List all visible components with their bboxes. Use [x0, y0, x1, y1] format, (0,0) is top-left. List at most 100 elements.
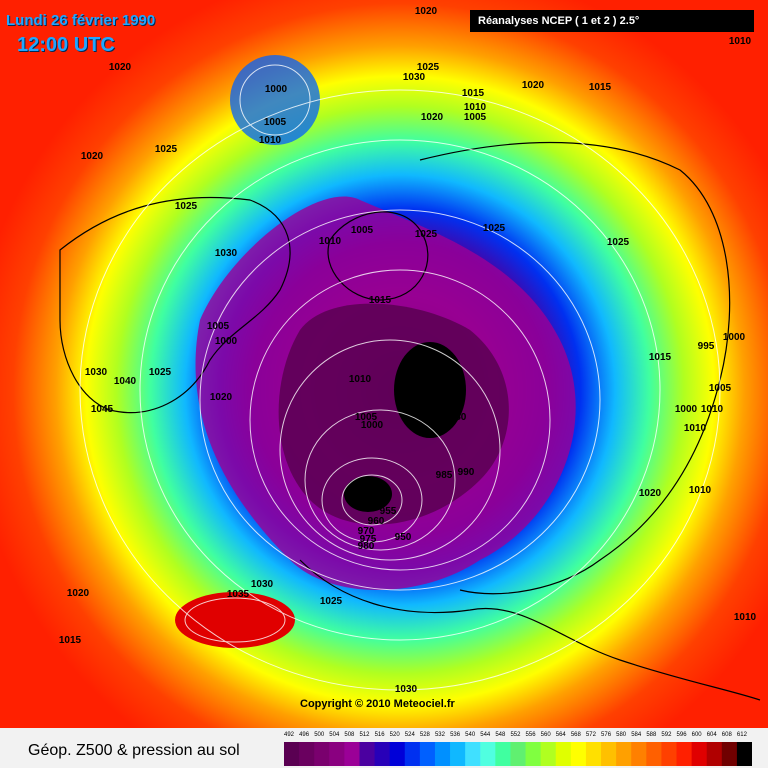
scale-label: 512 — [359, 732, 370, 738]
scale-label: 492 — [284, 732, 295, 738]
isobar-contours — [79, 64, 721, 691]
isobar-label: 985 — [436, 470, 453, 481]
scale-label: 528 — [419, 732, 430, 738]
map-time: 12:00 UTC — [17, 34, 115, 56]
scale-label: 504 — [329, 732, 340, 738]
scale-label: 584 — [631, 732, 642, 738]
scale-label: 516 — [374, 732, 385, 738]
scale-swatch — [329, 742, 345, 766]
scale-label: 544 — [480, 732, 491, 738]
isobar-label: 1010 — [319, 236, 342, 247]
scale-swatch — [646, 742, 662, 766]
scale-label: 576 — [601, 732, 612, 738]
isobar-label: 1010 — [349, 374, 372, 385]
isobar-label: 1005 — [709, 383, 732, 394]
scale-label: 600 — [691, 732, 702, 738]
scale-swatch — [404, 742, 421, 766]
isobar-labels: 1020 1010 1020 1030 1025 1020 1015 1000 1015 1010… — [59, 6, 757, 695]
scale-swatch — [601, 742, 617, 766]
z500-black-core-2 — [344, 476, 392, 512]
isobar-label: 1030 — [251, 579, 274, 590]
isobar-label: 1020 — [639, 488, 662, 499]
isobar-label: 1020 — [67, 588, 90, 599]
scale-label: 572 — [585, 732, 596, 738]
isobar-label: 1015 — [589, 82, 612, 93]
scale-label: 592 — [661, 732, 672, 738]
scale-swatch — [344, 742, 360, 766]
isobar-label: 1020 — [81, 151, 104, 162]
isobar-label: 1020 — [210, 392, 233, 403]
scale-label: 548 — [495, 732, 506, 738]
isobar-label: 1020 — [421, 112, 444, 123]
isobar-label: 1035 — [227, 589, 250, 600]
isobar-label: 1010 — [734, 612, 757, 623]
color-scale-labels: 492 496 500 504 508 512 516 520 524 528 532 536 540 5… — [284, 732, 752, 742]
isobar-label: 1030 — [85, 367, 108, 378]
isobar-label: 1030 — [395, 684, 418, 695]
scale-swatch — [419, 742, 436, 766]
isobar-label: 955 — [380, 506, 397, 517]
scale-swatch — [555, 742, 572, 766]
scale-label: 568 — [570, 732, 581, 738]
scale-swatch — [299, 742, 315, 766]
scale-label: 536 — [450, 732, 461, 738]
isobar-label: 1025 — [155, 144, 178, 155]
scale-label: 524 — [404, 732, 415, 738]
isobar-label: 1005 — [207, 321, 230, 332]
scale-swatch — [434, 742, 451, 766]
scale-label: 588 — [646, 732, 657, 738]
scale-swatch — [525, 742, 542, 766]
scale-swatch — [585, 742, 602, 766]
isobar-label: 1025 — [415, 229, 438, 240]
scale-label: 608 — [721, 732, 732, 738]
scale-swatch — [540, 742, 557, 766]
scale-label: 560 — [540, 732, 551, 738]
isobar-label: 1000 — [675, 404, 698, 415]
scale-label: 552 — [510, 732, 521, 738]
scale-label: 604 — [706, 732, 717, 738]
alaska-trough — [230, 55, 320, 145]
scale-swatch — [676, 742, 693, 766]
atlantic-high — [175, 592, 295, 648]
isobar-label: 1010 — [701, 404, 724, 415]
scale-label: 596 — [676, 732, 687, 738]
isobar-label: 1025 — [320, 596, 343, 607]
isobar-label: 1015 — [369, 295, 392, 306]
isobar-label: 950 — [365, 480, 382, 491]
isobar-label: 1000 — [265, 84, 288, 95]
isobar-label: 1005 — [264, 117, 287, 128]
scale-swatch — [616, 742, 632, 766]
data-source-banner: Réanalyses NCEP ( 1 et 2 ) 2.5° — [470, 10, 754, 32]
scale-swatch — [389, 742, 406, 766]
isobar-label: 1005 — [351, 225, 374, 236]
scale-swatch — [314, 742, 330, 766]
isobar-label: 950 — [395, 532, 412, 543]
scale-swatch — [495, 742, 511, 766]
color-scale — [284, 742, 752, 766]
scale-label: 580 — [616, 732, 627, 738]
isobar-label: 1020 — [522, 80, 545, 91]
isobar-label: 1010 — [259, 135, 282, 146]
isobar-label: 1015 — [649, 352, 672, 363]
isobar-label: 1025 — [607, 237, 630, 248]
isobar-label: 1020 — [415, 6, 438, 17]
isobar-label: 970 — [358, 526, 375, 537]
isobar-label: 1000 — [723, 332, 746, 343]
isobar-label: 1030 — [215, 248, 238, 259]
isobar-label: 1005 — [464, 112, 487, 123]
copyright-text: Copyright © 2010 Meteociel.fr — [300, 698, 455, 710]
isobar-label: 1010 — [464, 102, 487, 113]
isobar-label: 1015 — [59, 635, 82, 646]
isobar-label: 1000 — [361, 420, 384, 431]
scale-swatch — [359, 742, 376, 766]
isobar-label: 960 — [368, 516, 385, 527]
scale-swatch — [691, 742, 708, 766]
scale-label: 496 — [299, 732, 310, 738]
isobar-label: 995 — [698, 341, 715, 352]
scale-label: 612 — [736, 732, 747, 738]
isobar-label: 1010 — [684, 423, 707, 434]
weather-map: 1020 1010 1020 1030 1025 1020 1015 1000 1015 1010… — [0, 0, 768, 728]
z500-black-core — [394, 342, 466, 438]
scale-swatch — [480, 742, 496, 766]
scale-swatch — [450, 742, 466, 766]
